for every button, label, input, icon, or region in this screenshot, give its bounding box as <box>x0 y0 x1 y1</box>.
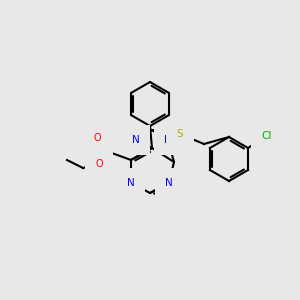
Text: S: S <box>177 129 183 139</box>
Text: N: N <box>132 135 140 145</box>
Text: O: O <box>95 159 103 169</box>
Text: N: N <box>127 178 135 188</box>
Text: N: N <box>164 135 172 145</box>
Text: O: O <box>93 133 101 143</box>
Text: Cl: Cl <box>262 131 272 141</box>
Text: N: N <box>165 178 173 188</box>
